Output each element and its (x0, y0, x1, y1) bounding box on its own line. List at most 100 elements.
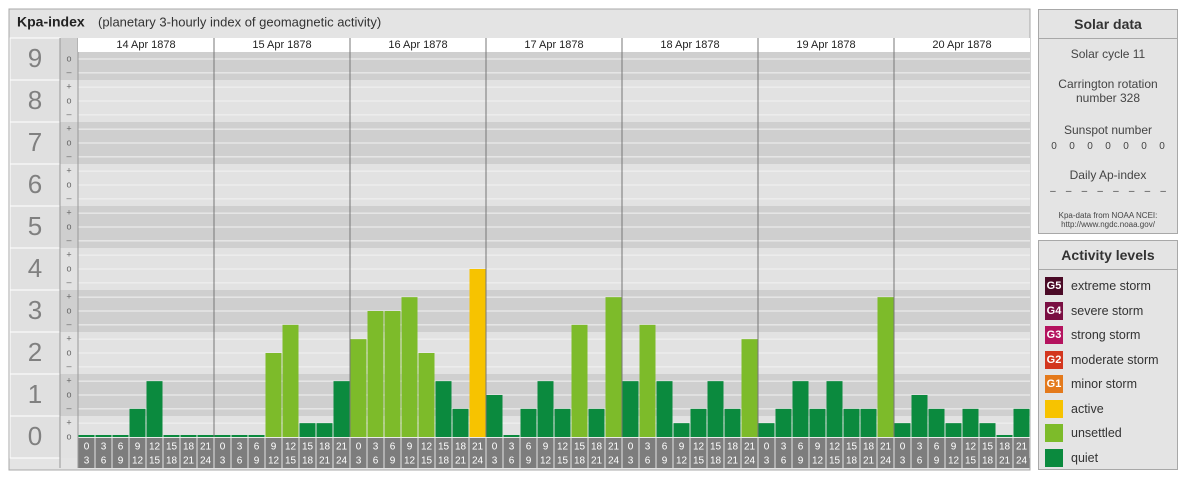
hour-box (214, 438, 231, 468)
level-item: G5 extreme storm (1039, 274, 1177, 299)
x-tick-label: 9 (390, 456, 396, 467)
x-tick-label: 0 (764, 442, 770, 453)
hour-box (656, 438, 673, 468)
bar (452, 408, 469, 437)
ap-value: – (1113, 186, 1119, 197)
bar (605, 297, 622, 437)
x-tick-label: 9 (679, 442, 685, 453)
x-tick-label: 21 (183, 456, 195, 467)
y-tick-label: 1 (28, 379, 42, 409)
bar (809, 408, 826, 437)
bar (758, 423, 775, 437)
bar (469, 269, 486, 437)
level-item: G1 minor storm (1039, 372, 1177, 397)
sunspot-value: 0 (1051, 141, 1057, 152)
x-tick-label: 21 (336, 442, 348, 453)
hour-box (95, 438, 112, 468)
y-tick-label: 2 (28, 337, 42, 367)
x-tick-label: 18 (999, 442, 1011, 453)
x-tick-label: 9 (951, 442, 957, 453)
x-tick-label: 18 (319, 442, 331, 453)
minor-tick-label: – (66, 151, 71, 161)
ap-value: – (1144, 186, 1151, 197)
date-label: 19 Apr 1878 (796, 39, 855, 51)
bar (962, 408, 979, 437)
x-tick-label: 15 (166, 442, 178, 453)
x-tick-label: 24 (336, 456, 348, 467)
hour-box (690, 438, 707, 468)
level-item: active (1039, 397, 1177, 422)
minor-tick-label: o (66, 95, 71, 105)
bar (112, 435, 129, 437)
hour-box (231, 438, 248, 468)
x-tick-label: 21 (200, 442, 212, 453)
x-tick-label: 9 (815, 442, 821, 453)
x-tick-label: 0 (84, 442, 90, 453)
hour-box (911, 438, 928, 468)
x-tick-label: 15 (302, 442, 314, 453)
ap-title: Daily Ap-index (1069, 168, 1147, 182)
x-tick-label: 24 (472, 456, 484, 467)
level-item: unsettled (1039, 421, 1177, 446)
minor-tick-label: – (66, 193, 71, 203)
x-tick-label: 18 (183, 442, 195, 453)
x-tick-label: 18 (455, 442, 467, 453)
bar (231, 435, 248, 437)
hour-box (299, 438, 316, 468)
y-label-cell (9, 163, 61, 207)
x-tick-label: 0 (356, 442, 362, 453)
x-tick-label: 18 (302, 456, 314, 467)
hour-box (962, 438, 979, 468)
minor-tick-label: – (66, 67, 71, 77)
hour-box (282, 438, 299, 468)
sunspot-value: 0 (1123, 141, 1129, 152)
bar (537, 381, 554, 437)
hour-box (724, 438, 741, 468)
x-tick-label: 18 (710, 456, 722, 467)
bar (503, 435, 520, 437)
ap-value: – (1128, 186, 1135, 197)
x-tick-label: 21 (591, 456, 603, 467)
levels-list: G5 extreme storm G4 severe storm G3 strong st… (1039, 274, 1177, 470)
source: Kpa-data from NOAA NCEI: (1058, 211, 1158, 220)
hour-box (129, 438, 146, 468)
x-tick-label: 12 (557, 442, 569, 453)
level-item: G4 severe storm (1039, 299, 1177, 324)
x-tick-label: 21 (455, 456, 467, 467)
bar (299, 423, 316, 437)
hour-box (758, 438, 775, 468)
hour-box (860, 438, 877, 468)
x-tick-label: 18 (438, 456, 450, 467)
hour-box (571, 438, 588, 468)
level-badge: G4 (1045, 301, 1063, 320)
hour-box (979, 438, 996, 468)
level-label: unsettled (1071, 426, 1122, 441)
x-tick-label: 6 (390, 442, 396, 453)
x-tick-label: 18 (863, 442, 875, 453)
minor-tick-label: o (66, 221, 71, 231)
minor-tick-label: – (66, 235, 71, 245)
x-tick-label: 12 (268, 456, 280, 467)
bar (979, 423, 996, 437)
x-tick-label: 18 (591, 442, 603, 453)
level-item: G2 moderate storm (1039, 348, 1177, 373)
y-tick-label: 7 (28, 127, 42, 157)
level-label: minor storm (1071, 377, 1137, 392)
levels-panel: Activity levels G5 extreme storm G4 severe … (1038, 240, 1178, 470)
date-label: 16 Apr 1878 (388, 39, 447, 51)
level-badge: G3 (1045, 326, 1063, 345)
bar (996, 435, 1013, 437)
bar (435, 381, 452, 437)
level-badge (1045, 448, 1063, 467)
x-tick-label: 3 (220, 456, 226, 467)
hour-box (367, 438, 384, 468)
sunspot-value: 0 (1069, 141, 1075, 152)
x-tick-label: 6 (934, 442, 940, 453)
hour-box (163, 438, 180, 468)
x-tick-label: 6 (917, 456, 923, 467)
ap-value: – (1160, 186, 1166, 197)
ap-row: – – – – – – – – (1045, 186, 1171, 197)
panel-title: Activity levels (1039, 241, 1177, 270)
x-tick-label: 3 (628, 456, 634, 467)
minor-tick-label: + (66, 292, 71, 302)
